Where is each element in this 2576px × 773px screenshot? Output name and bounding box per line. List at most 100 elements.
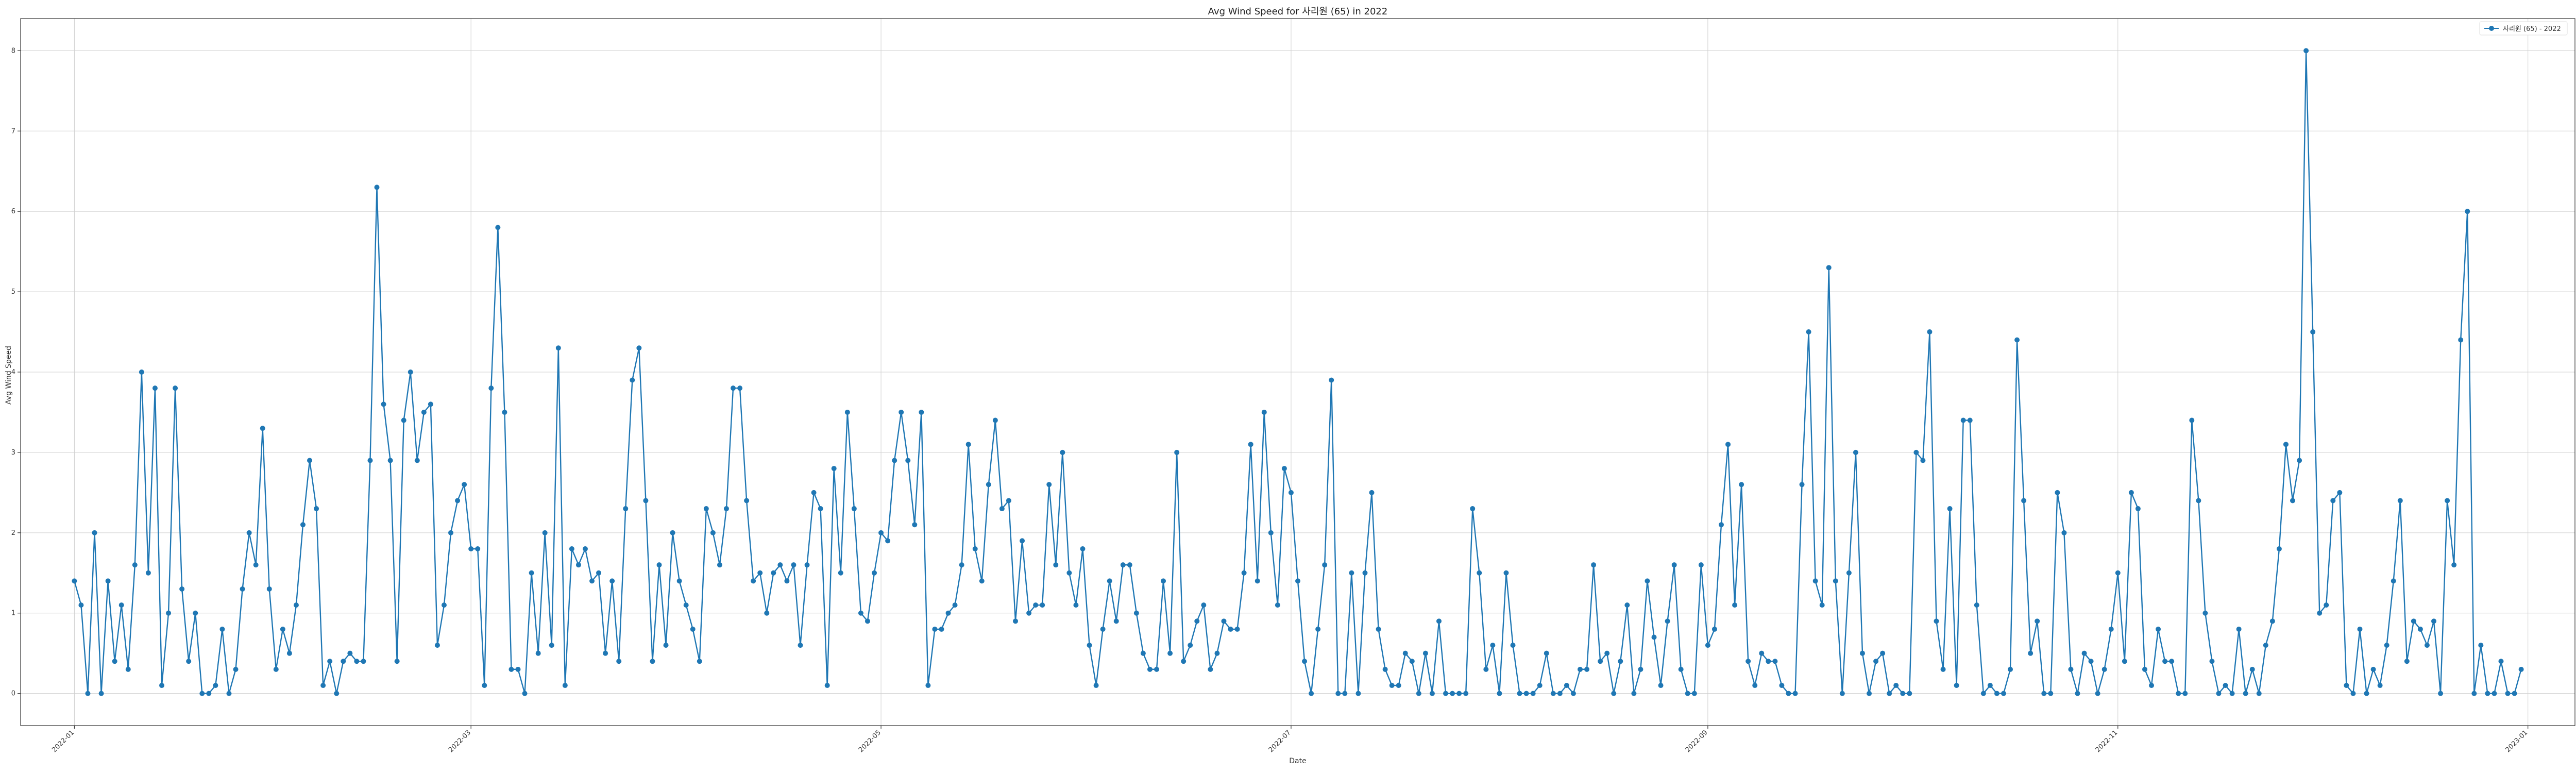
data-point bbox=[1913, 449, 1919, 455]
legend-label: 사리원 (65) - 2022 bbox=[2503, 25, 2561, 33]
data-point bbox=[2512, 691, 2517, 696]
data-point bbox=[1302, 659, 1308, 664]
x-tick-label: 2022-09 bbox=[1684, 729, 1709, 754]
data-point bbox=[2001, 691, 2006, 696]
data-point bbox=[2310, 329, 2316, 335]
data-point bbox=[2344, 683, 2349, 688]
data-point bbox=[98, 691, 104, 696]
data-point bbox=[838, 570, 843, 576]
data-point bbox=[2223, 683, 2228, 688]
data-point bbox=[1349, 570, 1354, 576]
data-point bbox=[1342, 691, 1348, 696]
data-point bbox=[589, 578, 595, 584]
data-point bbox=[166, 610, 172, 616]
data-point bbox=[1786, 691, 1791, 696]
data-point bbox=[885, 538, 891, 544]
data-point bbox=[1819, 602, 1825, 608]
data-point bbox=[1093, 683, 1099, 688]
data-point bbox=[945, 610, 951, 616]
data-point bbox=[286, 650, 292, 656]
data-point bbox=[2142, 666, 2147, 672]
data-point bbox=[535, 650, 541, 656]
data-point bbox=[1638, 666, 1643, 672]
data-point bbox=[1382, 666, 1388, 672]
data-point bbox=[112, 659, 117, 664]
data-point bbox=[952, 602, 958, 608]
data-point bbox=[240, 586, 245, 592]
legend: 사리원 (65) - 2022 bbox=[2479, 21, 2568, 36]
data-point bbox=[1766, 659, 1771, 664]
data-point bbox=[85, 691, 91, 696]
data-point bbox=[2377, 683, 2383, 688]
data-point bbox=[2182, 691, 2188, 696]
data-point bbox=[670, 530, 675, 535]
data-point bbox=[925, 683, 931, 688]
data-point bbox=[468, 546, 474, 551]
data-point bbox=[636, 345, 642, 351]
data-point bbox=[1107, 578, 1112, 584]
data-point bbox=[798, 643, 803, 648]
data-point bbox=[1422, 650, 1428, 656]
data-point bbox=[2357, 626, 2363, 632]
data-point bbox=[300, 522, 306, 528]
data-point bbox=[1907, 691, 1912, 696]
data-point bbox=[1288, 490, 1294, 495]
x-tick-label: 2022-01 bbox=[50, 729, 76, 754]
data-point bbox=[2135, 506, 2141, 512]
data-point bbox=[2518, 666, 2524, 672]
data-point bbox=[1806, 329, 1811, 335]
y-tick-label: 5 bbox=[11, 288, 15, 296]
data-point bbox=[1402, 650, 1408, 656]
data-point bbox=[744, 498, 750, 503]
y-tick-label: 3 bbox=[11, 449, 15, 457]
data-point bbox=[764, 610, 770, 616]
data-point bbox=[2014, 337, 2020, 343]
data-point bbox=[1409, 659, 1415, 664]
data-point bbox=[2431, 618, 2437, 624]
data-point bbox=[1867, 691, 1872, 696]
data-point bbox=[213, 683, 218, 688]
data-point bbox=[2451, 562, 2457, 568]
data-point bbox=[1060, 449, 1065, 455]
data-point bbox=[939, 626, 944, 632]
data-point bbox=[2249, 666, 2255, 672]
data-point bbox=[1564, 683, 1569, 688]
data-point bbox=[152, 385, 158, 391]
data-point bbox=[1523, 691, 1529, 696]
y-tick-label: 2 bbox=[11, 529, 15, 537]
data-point bbox=[145, 570, 151, 576]
data-point bbox=[509, 666, 514, 672]
x-tick-label: 2022-11 bbox=[2094, 729, 2120, 754]
data-point bbox=[1033, 602, 1039, 608]
data-point bbox=[818, 506, 823, 512]
data-point bbox=[1698, 562, 1704, 568]
y-tick-label: 6 bbox=[11, 208, 15, 215]
data-point bbox=[1470, 506, 1476, 512]
data-point bbox=[2404, 659, 2410, 664]
data-point bbox=[905, 458, 911, 463]
data-point bbox=[1147, 666, 1153, 672]
data-point bbox=[2169, 659, 2175, 664]
data-point bbox=[1900, 691, 1906, 696]
data-point bbox=[1846, 570, 1852, 576]
data-point bbox=[320, 683, 326, 688]
y-tick-label: 4 bbox=[11, 368, 15, 376]
data-point bbox=[723, 506, 729, 512]
data-point bbox=[1214, 650, 1220, 656]
data-point bbox=[488, 385, 494, 391]
data-point bbox=[118, 602, 124, 608]
data-point bbox=[757, 570, 763, 576]
data-point bbox=[1745, 659, 1751, 664]
data-point bbox=[1779, 683, 1785, 688]
data-point bbox=[1013, 618, 1019, 624]
data-point bbox=[2061, 530, 2067, 535]
data-point bbox=[1073, 602, 1079, 608]
data-point bbox=[1739, 482, 1744, 488]
data-point bbox=[1329, 377, 1334, 383]
data-point bbox=[1887, 691, 1892, 696]
data-point bbox=[609, 578, 615, 584]
data-point bbox=[341, 659, 346, 664]
data-point bbox=[1221, 618, 1227, 624]
data-point bbox=[1651, 634, 1657, 640]
y-axis-ticks: 0 1 2 3 4 5 6 7 8 bbox=[11, 47, 21, 698]
